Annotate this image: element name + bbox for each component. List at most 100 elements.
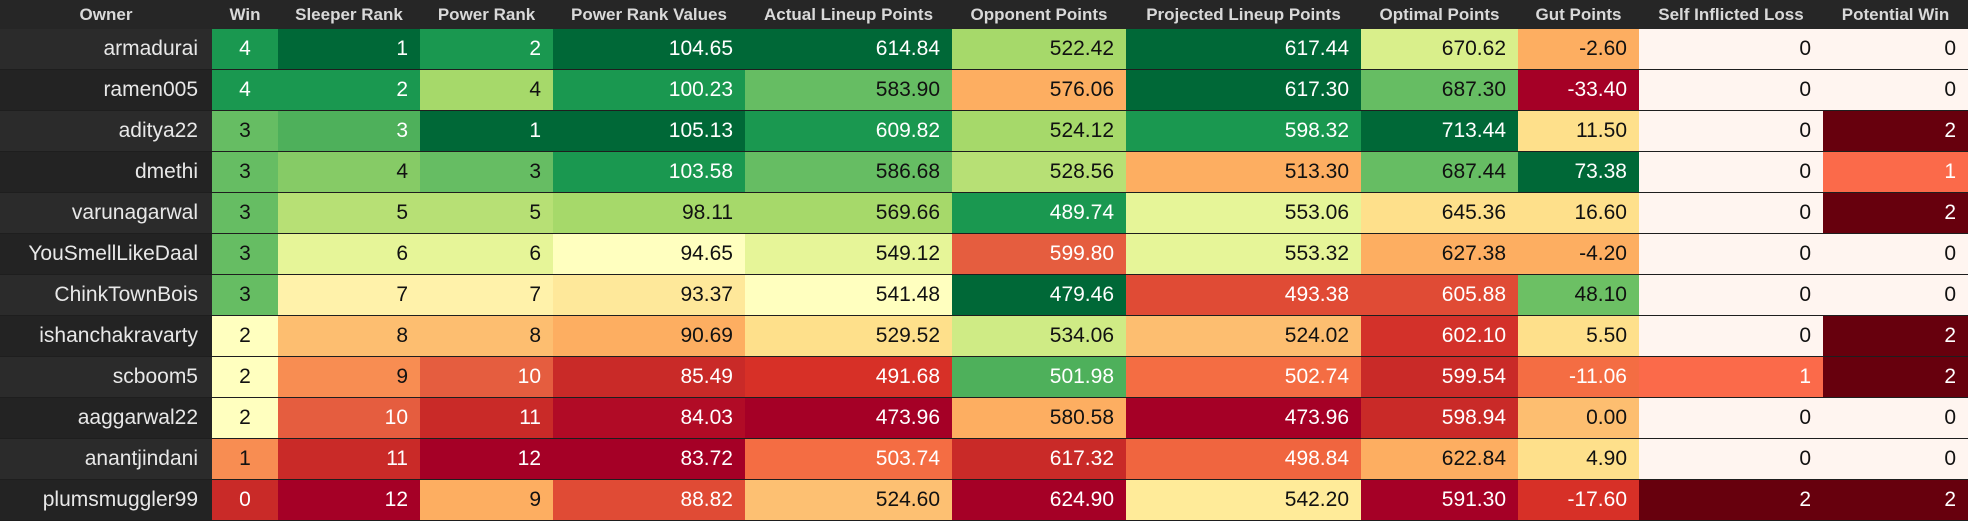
table-row: ChinkTownBois 3 7 7 93.37 541.48 479.46 493.38 6… <box>0 275 1968 316</box>
cell-power-rank: 7 <box>420 275 553 316</box>
table-row: plumsmuggler99 0 12 9 88.82 524.60 624.90 542.2… <box>0 480 1968 521</box>
column-header-actual-lineup-points[interactable]: Actual Lineup Points <box>745 0 952 29</box>
cell-power-rank: 5 <box>420 193 553 234</box>
cell-potential-win: 0 <box>1823 234 1968 275</box>
cell-potential-win: 2 <box>1823 357 1968 398</box>
cell-opponent-points: 534.06 <box>952 316 1126 357</box>
cell-sleeper-rank: 1 <box>278 29 420 70</box>
column-header-power-rank[interactable]: Power Rank <box>420 0 553 29</box>
cell-opponent-points: 479.46 <box>952 275 1126 316</box>
cell-sleeper-rank: 2 <box>278 70 420 111</box>
cell-projected-lineup-points: 617.44 <box>1126 29 1361 70</box>
cell-power-rank: 3 <box>420 152 553 193</box>
cell-projected-lineup-points: 542.20 <box>1126 480 1361 521</box>
cell-optimal-points: 591.30 <box>1361 480 1518 521</box>
cell-self-inflicted-loss: 0 <box>1639 439 1823 480</box>
cell-win: 2 <box>212 357 278 398</box>
cell-self-inflicted-loss: 0 <box>1639 316 1823 357</box>
cell-self-inflicted-loss: 0 <box>1639 70 1823 111</box>
cell-power-rank-values: 84.03 <box>553 398 745 439</box>
cell-owner: varunagarwal <box>0 193 212 234</box>
cell-projected-lineup-points: 617.30 <box>1126 70 1361 111</box>
cell-projected-lineup-points: 473.96 <box>1126 398 1361 439</box>
cell-win: 3 <box>212 111 278 152</box>
header-row: Owner Win Sleeper Rank Power Rank Power Rank… <box>0 0 1968 29</box>
cell-win: 2 <box>212 316 278 357</box>
cell-sleeper-rank: 3 <box>278 111 420 152</box>
cell-power-rank-values: 105.13 <box>553 111 745 152</box>
cell-optimal-points: 622.84 <box>1361 439 1518 480</box>
cell-potential-win: 0 <box>1823 70 1968 111</box>
column-header-owner[interactable]: Owner <box>0 0 212 29</box>
column-header-optimal-points[interactable]: Optimal Points <box>1361 0 1518 29</box>
table-row: aaggarwal22 2 10 11 84.03 473.96 580.58 473.96 5… <box>0 398 1968 439</box>
table-row: dmethi 3 4 3 103.58 586.68 528.56 513.30 687.44 7… <box>0 152 1968 193</box>
cell-opponent-points: 489.74 <box>952 193 1126 234</box>
cell-owner: aditya22 <box>0 111 212 152</box>
cell-optimal-points: 598.94 <box>1361 398 1518 439</box>
cell-power-rank-values: 98.11 <box>553 193 745 234</box>
cell-power-rank: 12 <box>420 439 553 480</box>
cell-self-inflicted-loss: 0 <box>1639 29 1823 70</box>
cell-owner: armadurai <box>0 29 212 70</box>
cell-power-rank: 8 <box>420 316 553 357</box>
column-header-self-inflicted-loss[interactable]: Self Inflicted Loss <box>1639 0 1823 29</box>
cell-actual-lineup-points: 541.48 <box>745 275 952 316</box>
cell-power-rank-values: 83.72 <box>553 439 745 480</box>
cell-owner: ishanchakravarty <box>0 316 212 357</box>
cell-gut-points: 16.60 <box>1518 193 1639 234</box>
cell-optimal-points: 713.44 <box>1361 111 1518 152</box>
cell-power-rank: 6 <box>420 234 553 275</box>
cell-sleeper-rank: 12 <box>278 480 420 521</box>
cell-owner: aaggarwal22 <box>0 398 212 439</box>
table-row: aditya22 3 3 1 105.13 609.82 524.12 598.32 713.4… <box>0 111 1968 152</box>
cell-optimal-points: 627.38 <box>1361 234 1518 275</box>
cell-gut-points: 0.00 <box>1518 398 1639 439</box>
table-row: YouSmellLikeDaal 3 6 6 94.65 549.12 599.80 553.… <box>0 234 1968 275</box>
cell-sleeper-rank: 7 <box>278 275 420 316</box>
cell-power-rank-values: 93.37 <box>553 275 745 316</box>
cell-actual-lineup-points: 529.52 <box>745 316 952 357</box>
cell-opponent-points: 576.06 <box>952 70 1126 111</box>
cell-projected-lineup-points: 598.32 <box>1126 111 1361 152</box>
column-header-potential-win[interactable]: Potential Win <box>1823 0 1968 29</box>
cell-projected-lineup-points: 493.38 <box>1126 275 1361 316</box>
cell-win: 3 <box>212 275 278 316</box>
cell-actual-lineup-points: 583.90 <box>745 70 952 111</box>
cell-win: 2 <box>212 398 278 439</box>
cell-power-rank: 10 <box>420 357 553 398</box>
column-header-sleeper-rank[interactable]: Sleeper Rank <box>278 0 420 29</box>
cell-win: 4 <box>212 29 278 70</box>
cell-owner: scboom5 <box>0 357 212 398</box>
cell-gut-points: 11.50 <box>1518 111 1639 152</box>
cell-actual-lineup-points: 473.96 <box>745 398 952 439</box>
table-row: ramen005 4 2 4 100.23 583.90 576.06 617.30 687.3… <box>0 70 1968 111</box>
cell-optimal-points: 645.36 <box>1361 193 1518 234</box>
cell-self-inflicted-loss: 0 <box>1639 234 1823 275</box>
column-header-win[interactable]: Win <box>212 0 278 29</box>
cell-win: 3 <box>212 193 278 234</box>
cell-opponent-points: 580.58 <box>952 398 1126 439</box>
cell-potential-win: 0 <box>1823 275 1968 316</box>
cell-potential-win: 0 <box>1823 29 1968 70</box>
table-row: scboom5 2 9 10 85.49 491.68 501.98 502.74 599.54… <box>0 357 1968 398</box>
cell-self-inflicted-loss: 0 <box>1639 193 1823 234</box>
cell-power-rank-values: 104.65 <box>553 29 745 70</box>
column-header-projected-lineup-points[interactable]: Projected Lineup Points <box>1126 0 1361 29</box>
cell-sleeper-rank: 6 <box>278 234 420 275</box>
column-header-gut-points[interactable]: Gut Points <box>1518 0 1639 29</box>
cell-opponent-points: 528.56 <box>952 152 1126 193</box>
column-header-power-rank-values[interactable]: Power Rank Values <box>553 0 745 29</box>
cell-potential-win: 2 <box>1823 111 1968 152</box>
column-header-opponent-points[interactable]: Opponent Points <box>952 0 1126 29</box>
cell-actual-lineup-points: 491.68 <box>745 357 952 398</box>
cell-gut-points: -4.20 <box>1518 234 1639 275</box>
cell-potential-win: 1 <box>1823 152 1968 193</box>
cell-gut-points: 5.50 <box>1518 316 1639 357</box>
cell-projected-lineup-points: 553.06 <box>1126 193 1361 234</box>
table-row: ishanchakravarty 2 8 8 90.69 529.52 534.06 524.… <box>0 316 1968 357</box>
cell-actual-lineup-points: 614.84 <box>745 29 952 70</box>
cell-sleeper-rank: 8 <box>278 316 420 357</box>
cell-win: 1 <box>212 439 278 480</box>
